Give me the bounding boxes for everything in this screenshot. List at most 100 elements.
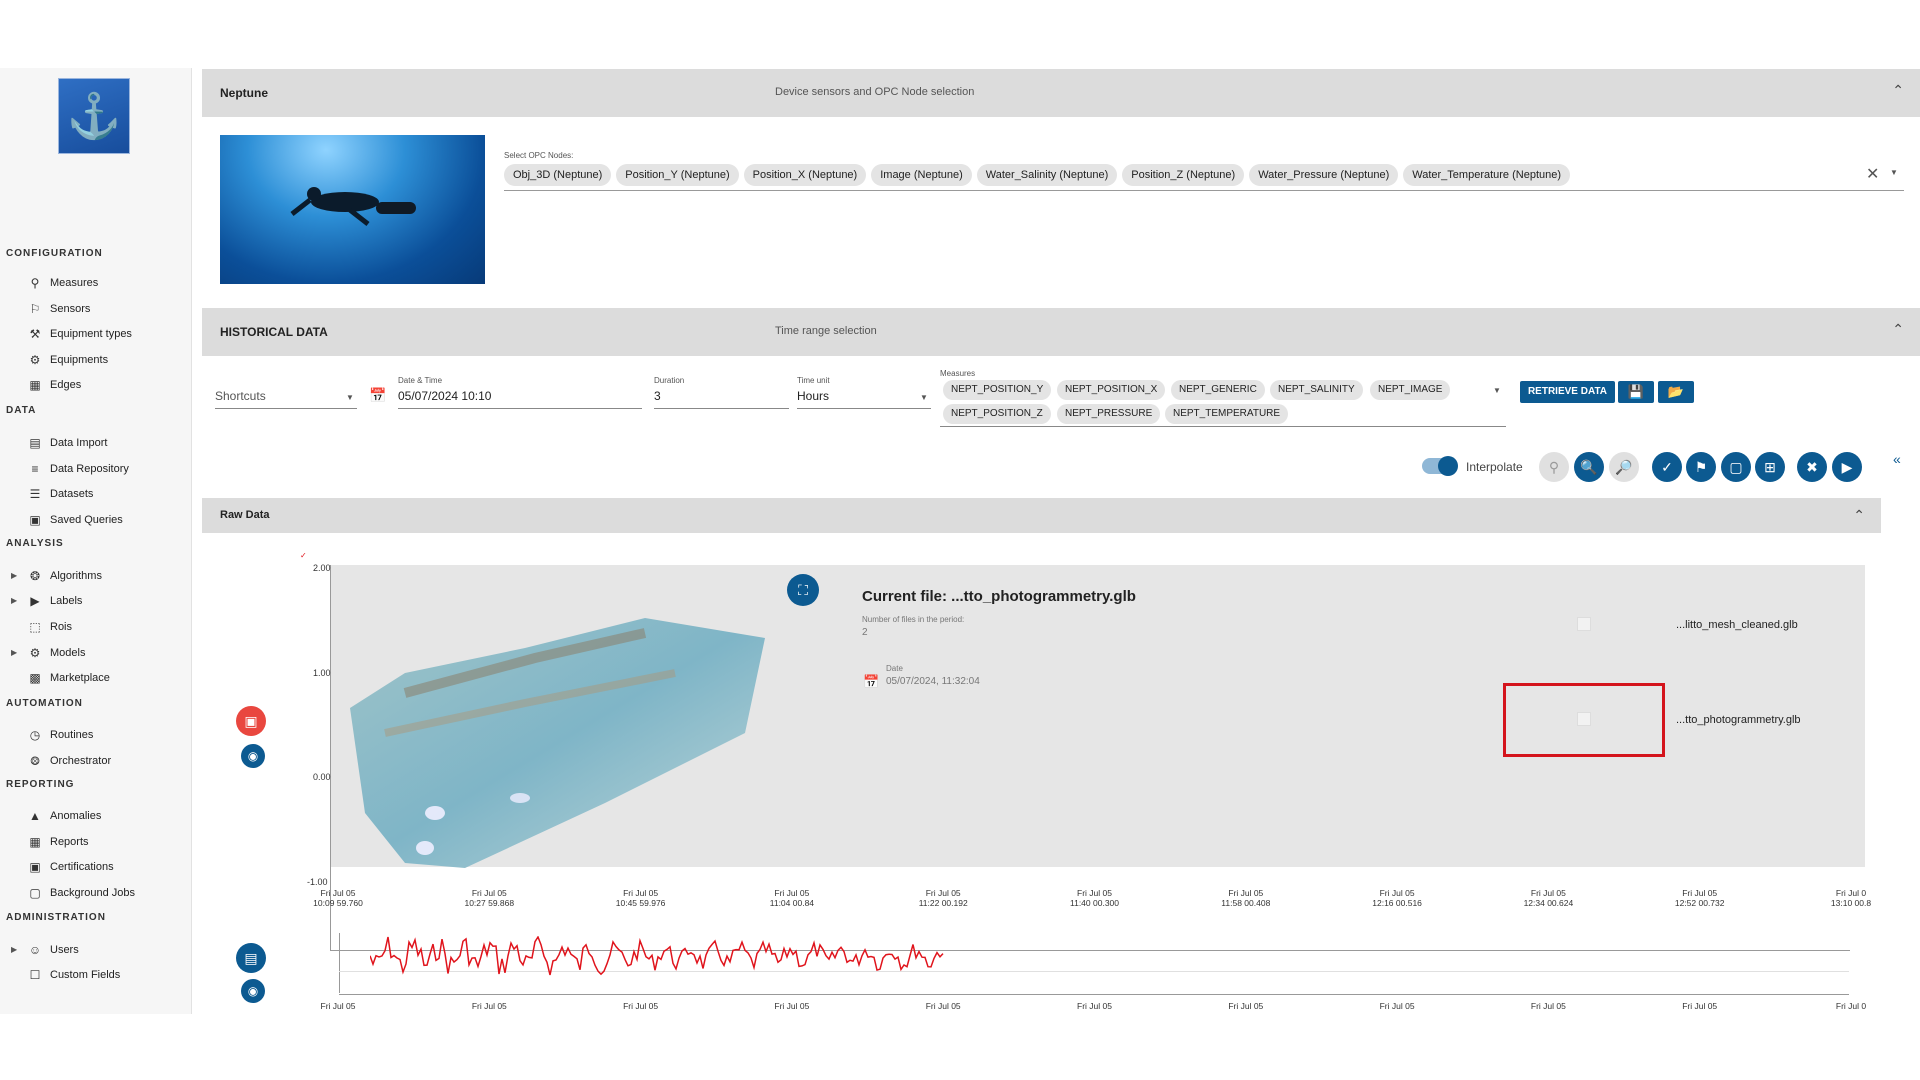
tools-button[interactable]: ✖ bbox=[1797, 452, 1827, 482]
highlight-box bbox=[1503, 683, 1665, 757]
date-time-input[interactable]: 05/07/2024 10:10 bbox=[398, 389, 492, 403]
collapse-icon[interactable]: ⌃ bbox=[1892, 321, 1904, 337]
signal-x-tick-label: Fri Jul 05 bbox=[1530, 1001, 1566, 1011]
sidebar-item-label: Certifications bbox=[50, 861, 114, 873]
opc-node-chip[interactable]: Water_Salinity (Neptune) bbox=[976, 164, 1118, 186]
opc-node-chip[interactable]: Obj_3D (Neptune) bbox=[504, 164, 612, 186]
raw-data-panel-header[interactable]: Raw Data ⌃ bbox=[202, 498, 1881, 533]
measure-chip[interactable]: NEPT_IMAGE bbox=[1370, 380, 1451, 400]
custom-fields-icon: ☐ bbox=[29, 968, 41, 982]
retrieve-data-button[interactable]: RETRIEVE DATA bbox=[1520, 381, 1615, 403]
users-icon: ☺ bbox=[28, 943, 42, 957]
opc-node-chip[interactable]: Position_Z (Neptune) bbox=[1122, 164, 1245, 186]
dropdown-arrow-icon[interactable]: ▼ bbox=[1890, 168, 1898, 177]
collapse-icon[interactable]: ⌃ bbox=[1853, 507, 1865, 523]
sidebar-item-labels[interactable]: ▶ Labels bbox=[28, 591, 82, 611]
expand-caret-icon[interactable]: ▶ bbox=[11, 571, 18, 580]
collapse-icon[interactable]: ⌃ bbox=[1892, 82, 1904, 98]
device-panel-header[interactable]: Neptune Device sensors and OPC Node sele… bbox=[202, 69, 1920, 117]
file-select-checkbox[interactable] bbox=[1577, 617, 1591, 631]
sidebar-item-marketplace[interactable]: ▩ Marketplace bbox=[28, 668, 110, 688]
file-name[interactable]: ...tto_photogrammetry.glb bbox=[1676, 714, 1801, 726]
duration-input[interactable]: 3 bbox=[654, 389, 661, 403]
measure-chip[interactable]: NEPT_GENERIC bbox=[1171, 380, 1265, 400]
dropdown-arrow-icon[interactable]: ▼ bbox=[1493, 386, 1501, 395]
label-button[interactable]: ⚑ bbox=[1686, 452, 1716, 482]
measure-chip[interactable]: NEPT_POSITION_Z bbox=[943, 404, 1051, 424]
certificate-icon: ▣ bbox=[29, 860, 41, 874]
archive-icon: ▣ bbox=[244, 713, 258, 729]
file-name[interactable]: ...litto_mesh_cleaned.glb bbox=[1676, 619, 1798, 631]
sidebar-item-orchestrator[interactable]: ⨷ Orchestrator bbox=[28, 751, 111, 771]
folder-button[interactable]: ▢ bbox=[1721, 452, 1751, 482]
fullscreen-button[interactable]: ⛶ bbox=[787, 574, 819, 606]
zoom-area-button[interactable]: ⚲ bbox=[1539, 452, 1569, 482]
device-photo bbox=[220, 135, 485, 284]
opc-node-chip[interactable]: Position_Y (Neptune) bbox=[616, 164, 739, 186]
sidebar-item-measures[interactable]: ⚲ Measures bbox=[28, 273, 99, 293]
sidebar-section-reporting: REPORTING bbox=[6, 779, 75, 790]
delete-series-button[interactable]: ▣ bbox=[236, 706, 266, 736]
opc-node-chip[interactable]: Water_Pressure (Neptune) bbox=[1249, 164, 1399, 186]
sidebar-item-equipments[interactable]: ⚙ Equipments bbox=[28, 350, 108, 370]
measure-chip[interactable]: NEPT_POSITION_Y bbox=[943, 380, 1052, 400]
num-files-value: 2 bbox=[862, 627, 868, 638]
calendar-icon: ▦ bbox=[29, 835, 41, 849]
sidebar-item-equipment-types[interactable]: ⚒ Equipment types bbox=[28, 324, 132, 344]
expand-caret-icon[interactable]: ▶ bbox=[11, 596, 18, 605]
measure-chip[interactable]: NEPT_SALINITY bbox=[1270, 380, 1363, 400]
double-chevron-left-icon[interactable]: « bbox=[1893, 451, 1901, 467]
opc-node-chip[interactable]: Position_X (Neptune) bbox=[743, 164, 867, 186]
expand-caret-icon[interactable]: ▶ bbox=[11, 945, 18, 954]
opc-node-chip[interactable]: Image (Neptune) bbox=[871, 164, 972, 186]
sidebar-item-certifications[interactable]: ▣ Certifications bbox=[28, 857, 114, 877]
sidebar-item-algorithms[interactable]: ❂ Algorithms bbox=[28, 566, 102, 586]
sidebar-section-automation: AUTOMATION bbox=[6, 698, 83, 709]
sidebar-item-data-import[interactable]: ▤ Data Import bbox=[28, 433, 107, 453]
signal-x-tick-label: Fri Jul 05 bbox=[471, 1001, 507, 1011]
opc-nodes-select[interactable]: Obj_3D (Neptune) Position_Y (Neptune) Posi… bbox=[504, 164, 1571, 186]
edge-device-icon: ▦ bbox=[29, 378, 41, 392]
shortcuts-select[interactable]: Shortcuts bbox=[215, 389, 266, 403]
open-query-button[interactable]: 📂 bbox=[1658, 381, 1694, 403]
zoom-in-button[interactable]: 🔍 bbox=[1574, 452, 1604, 482]
sidebar-item-anomalies[interactable]: ▲ Anomalies bbox=[28, 806, 101, 826]
interpolate-toggle[interactable] bbox=[1422, 456, 1458, 476]
sidebar-item-users[interactable]: ☺ Users bbox=[28, 940, 79, 960]
sidebar-item-datasets[interactable]: ☰ Datasets bbox=[28, 484, 94, 504]
zoom-out-button[interactable]: 🔎 bbox=[1609, 452, 1639, 482]
chart-series-button[interactable]: ▤ bbox=[236, 943, 266, 973]
sidebar-item-edges[interactable]: ▦ Edges bbox=[28, 375, 81, 395]
time-unit-select[interactable]: Hours bbox=[797, 389, 830, 403]
save-query-button[interactable]: 💾 bbox=[1618, 381, 1654, 403]
file-select-checkbox[interactable] bbox=[1577, 712, 1591, 726]
sidebar-item-sensors[interactable]: ⚐ Sensors bbox=[28, 299, 91, 319]
measure-chip[interactable]: NEPT_TEMPERATURE bbox=[1165, 404, 1289, 424]
opc-node-chip[interactable]: Water_Temperature (Neptune) bbox=[1403, 164, 1571, 186]
sidebar-item-routines[interactable]: ◷ Routines bbox=[28, 725, 94, 745]
expand-caret-icon[interactable]: ▶ bbox=[11, 648, 18, 657]
sidebar-item-label: Rois bbox=[50, 621, 73, 633]
clear-button[interactable]: ✓ bbox=[1652, 452, 1682, 482]
sidebar-item-label: Routines bbox=[50, 729, 94, 741]
sidebar-item-saved-queries[interactable]: ▣ Saved Queries bbox=[28, 510, 122, 530]
play-button[interactable]: ▶ bbox=[1832, 452, 1862, 482]
clear-selection-icon[interactable]: ✕ bbox=[1866, 166, 1880, 183]
toggle-visibility-button[interactable]: ◉ bbox=[241, 744, 265, 768]
sidebar-item-rois[interactable]: ⬚ Rois bbox=[28, 617, 72, 637]
measure-chip[interactable]: NEPT_PRESSURE bbox=[1057, 404, 1161, 424]
measure-chip[interactable]: NEPT_POSITION_X bbox=[1057, 380, 1166, 400]
dropdown-arrow-icon[interactable]: ▼ bbox=[346, 393, 354, 402]
dropdown-arrow-icon[interactable]: ▼ bbox=[920, 393, 928, 402]
network-button[interactable]: ⊞ bbox=[1755, 452, 1785, 482]
sidebar-section-data: DATA bbox=[6, 405, 37, 416]
app-root: ⚓ CONFIGURATION ⚲ Measures ⚐ Sensors ⚒ Equipme… bbox=[0, 68, 1920, 1014]
toggle-visibility-button[interactable]: ◉ bbox=[241, 979, 265, 1003]
sidebar-item-models[interactable]: ⚙ Models bbox=[28, 643, 86, 663]
sidebar-item-background-jobs[interactable]: ▢ Background Jobs bbox=[28, 883, 135, 903]
historical-panel-header[interactable]: HISTORICAL DATA Time range selection ⌃ bbox=[202, 308, 1920, 356]
sidebar-item-data-repository[interactable]: ≡ Data Repository bbox=[28, 459, 128, 479]
sidebar-item-custom-fields[interactable]: ☐ Custom Fields bbox=[28, 965, 121, 985]
calendar-icon[interactable]: 📅 bbox=[369, 387, 387, 403]
sidebar-item-reports[interactable]: ▦ Reports bbox=[28, 832, 88, 852]
